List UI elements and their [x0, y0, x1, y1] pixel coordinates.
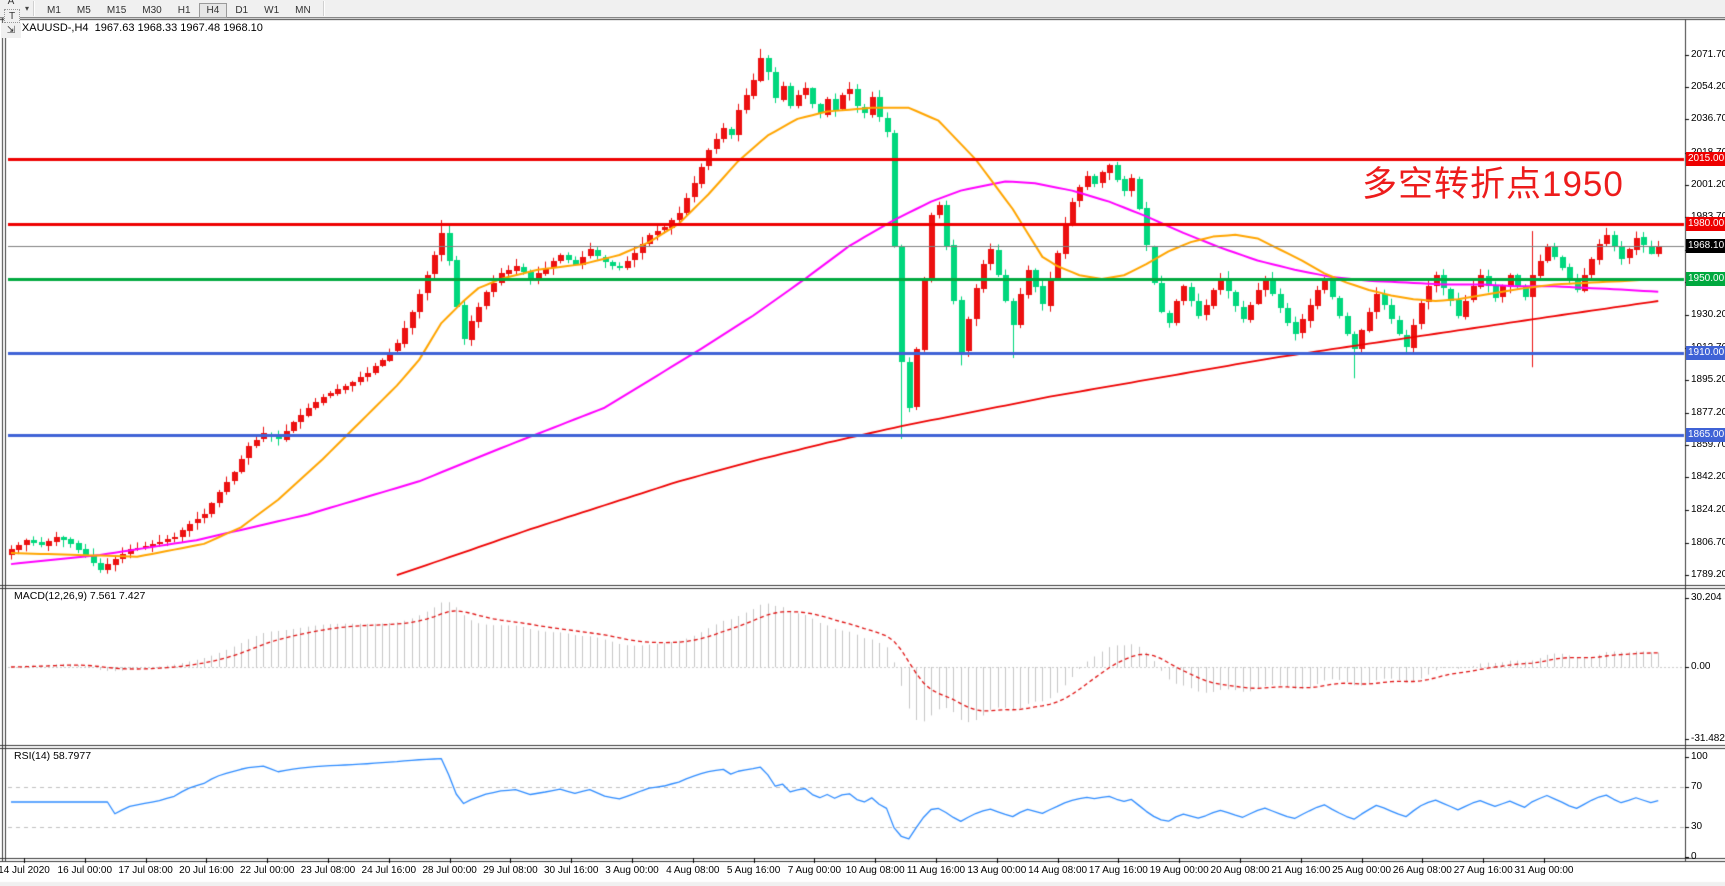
timeframe-button-d1[interactable]: D1 [227, 3, 256, 18]
price-tick-label: 2001.20 [1691, 178, 1725, 190]
price-level-label: 2015.00 [1686, 152, 1725, 167]
date-tick-label: 13 Aug 00:00 [967, 865, 1027, 876]
rsi-tick-label: 0 [1691, 851, 1697, 862]
date-tick-label: 20 Aug 08:00 [1210, 865, 1270, 876]
date-tick-label: 5 Aug 16:00 [726, 865, 781, 876]
rsi-tick-label: 100 [1691, 751, 1708, 762]
price-tick-label: 1895.20 [1691, 373, 1725, 385]
date-tick-label: 23 Jul 08:00 [300, 865, 356, 876]
timeframe-button-w1[interactable]: W1 [256, 3, 287, 18]
date-tick-label: 25 Aug 00:00 [1332, 865, 1392, 876]
text-icon[interactable]: A [1, 0, 21, 9]
timeframe-button-mn[interactable]: MN [287, 3, 319, 18]
date-tick-label: 31 Aug 00:00 [1514, 865, 1574, 876]
toolbar-separator [322, 1, 325, 16]
chart-quote-title: ▼XAUUSD-,H4 1967.63 1968.33 1967.48 1968… [10, 22, 263, 34]
ohlc-values: 1967.63 1968.33 1967.48 1968.10 [94, 22, 263, 34]
date-tick-label: 7 Aug 00:00 [787, 865, 842, 876]
chart-annotation-text: 多空转折点1950 [1362, 165, 1624, 204]
macd-tick-label: 30.204 [1691, 591, 1722, 603]
rsi-tick-label: 70 [1691, 781, 1703, 792]
price-level-label: 1980.00 [1686, 216, 1725, 231]
date-tick-label: 10 Aug 08:00 [845, 865, 905, 876]
price-level-label: 1950.00 [1686, 271, 1725, 286]
date-tick-label: 14 Jul 2020 [0, 865, 50, 876]
date-tick-label: 19 Aug 00:00 [1149, 865, 1209, 876]
macd-tick-label: -31.482 [1691, 733, 1725, 745]
drawing-tools-group: FAT⇲ [0, 0, 24, 38]
timeframe-button-h1[interactable]: H1 [170, 3, 199, 18]
toolbar-separator [33, 1, 36, 16]
date-tick-label: 4 Aug 08:00 [666, 865, 720, 876]
macd-tick-label: 0.00 [1691, 661, 1711, 672]
date-tick-label: 17 Aug 16:00 [1088, 865, 1148, 876]
timeframe-button-m1[interactable]: M1 [39, 3, 69, 18]
symbol-period-label: XAUUSD-,H4 [21, 22, 89, 34]
date-tick-label: 11 Aug 16:00 [906, 865, 966, 876]
timeframe-button-group: M1 M5 M15 M30 H1 H4 D1 W1 MN [39, 0, 319, 18]
price-tick-label: 1983.70 [1691, 211, 1725, 222]
price-tick-label: 1824.20 [1691, 504, 1725, 516]
date-tick-label: 27 Aug 16:00 [1453, 865, 1513, 876]
arrows-dropdown-caret[interactable]: ▾ [25, 4, 30, 13]
price-tick-label: 2071.70 [1691, 49, 1725, 60]
price-tick-label: 1859.70 [1691, 439, 1725, 451]
current-price-label: 1968.10 [1686, 238, 1725, 253]
date-tick-label: 16 Jul 00:00 [57, 865, 113, 876]
date-tick-label: 17 Jul 08:00 [118, 865, 173, 876]
date-tick-label: 14 Aug 08:00 [1028, 865, 1088, 876]
price-level-label: 1910.00 [1686, 345, 1725, 360]
date-tick-label: 28 Jul 00:00 [422, 865, 477, 876]
price-tick-label: 1930.20 [1691, 309, 1725, 321]
timeframe-button-m15[interactable]: M15 [99, 3, 134, 18]
price-tick-label: 1842.20 [1691, 471, 1725, 483]
date-tick-label: 26 Aug 08:00 [1392, 865, 1452, 876]
date-tick-label: 20 Jul 16:00 [179, 865, 234, 876]
price-tick-label: 1806.70 [1691, 536, 1725, 548]
arrows-icon[interactable]: ⇲ [1, 23, 21, 38]
date-tick-label: 29 Jul 08:00 [483, 865, 538, 876]
timeframe-button-m5[interactable]: M5 [69, 3, 99, 18]
rsi-tick-label: 30 [1691, 821, 1703, 832]
text-label-icon[interactable]: T [4, 9, 20, 23]
price-tick-label: 2054.20 [1691, 81, 1725, 93]
price-tick-label: 1877.20 [1691, 406, 1725, 418]
date-tick-label: 24 Jul 16:00 [361, 865, 417, 876]
macd-indicator-label: MACD(12,26,9) 7.561 7.427 [14, 590, 146, 602]
timeframe-button-h4[interactable]: H4 [198, 2, 228, 18]
timeframe-button-m30[interactable]: M30 [134, 3, 169, 18]
rsi-indicator-label: RSI(14) 58.7977 [14, 750, 92, 762]
date-tick-label: 30 Jul 16:00 [543, 865, 599, 876]
date-tick-label: 22 Jul 00:00 [239, 865, 295, 876]
price-tick-label: 1789.20 [1691, 568, 1725, 580]
date-tick-label: 3 Aug 00:00 [605, 865, 659, 876]
price-level-label: 1865.00 [1686, 428, 1725, 443]
price-tick-label: 2036.70 [1691, 113, 1725, 125]
date-tick-label: 21 Aug 16:00 [1271, 865, 1331, 876]
